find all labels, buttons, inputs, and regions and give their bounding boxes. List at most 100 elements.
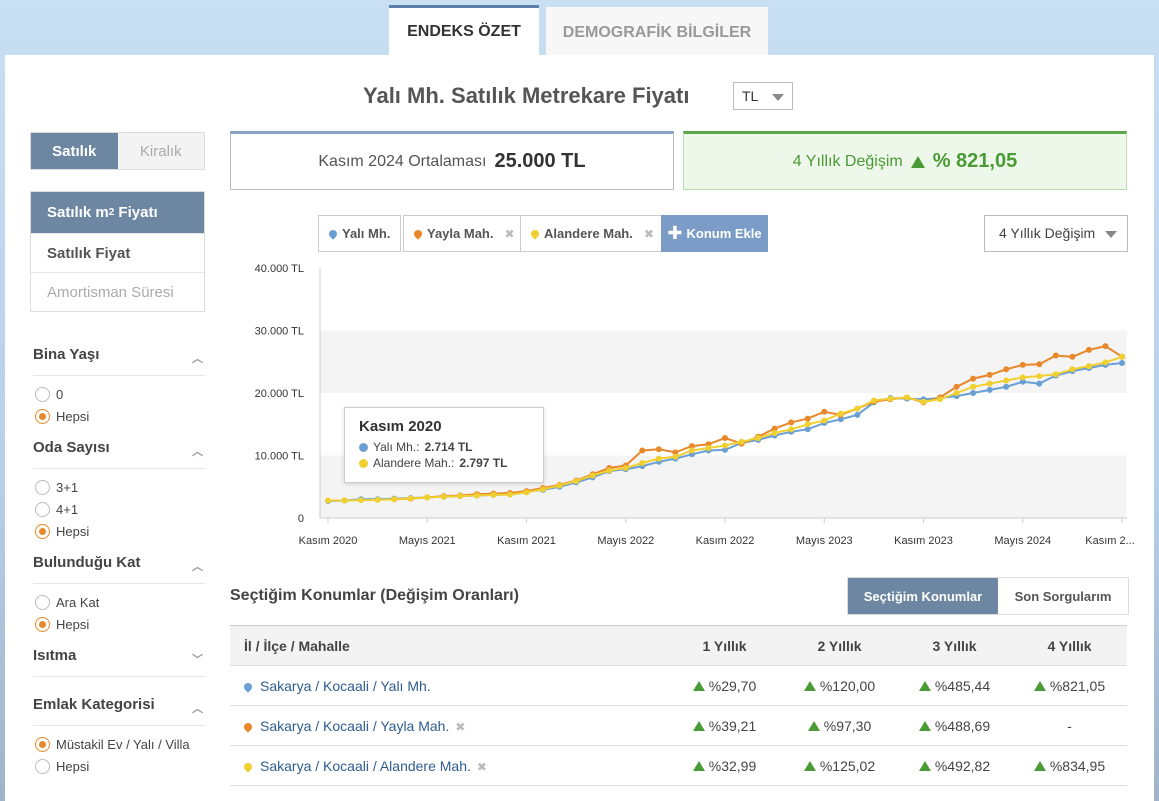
location-cell[interactable]: Sakarya / Kocaali / Yalı Mh. bbox=[230, 665, 667, 706]
chevron-up-icon: ︿ bbox=[192, 703, 203, 715]
radio-oda-4-1[interactable]: 4+1 bbox=[35, 502, 78, 517]
y-tick-label: 20.000 TL bbox=[255, 388, 304, 400]
change-cell: - bbox=[1012, 705, 1127, 746]
change-value: %492,82 bbox=[934, 757, 991, 774]
location-name: Sakarya / Kocaali / Yalı Mh. bbox=[260, 677, 431, 694]
metric-amortization[interactable]: Amortisman Süresi bbox=[31, 272, 204, 311]
segment-selected-locations[interactable]: Seçtiğim Konumlar bbox=[848, 578, 998, 614]
map-pin-icon bbox=[242, 720, 254, 733]
location-chip-yali[interactable]: Yalı Mh. bbox=[318, 215, 402, 252]
up-triangle-icon bbox=[692, 760, 705, 771]
change-value: %39,21 bbox=[708, 717, 757, 734]
metric-sale-price[interactable]: Satılık Fiyat bbox=[31, 233, 204, 272]
currency-select[interactable]: TL bbox=[733, 82, 793, 110]
data-point bbox=[1019, 378, 1026, 385]
data-point bbox=[1102, 359, 1109, 366]
caret-down-icon bbox=[772, 94, 784, 101]
radio-bina-yasi-hepsi[interactable]: Hepsi bbox=[35, 409, 89, 424]
location-chip-yayla[interactable]: Yayla Mah. ✖ bbox=[403, 215, 526, 252]
radio-oda-3-1[interactable]: 3+1 bbox=[35, 480, 78, 495]
radio-circle-icon bbox=[35, 595, 50, 610]
column-header: İl / İlçe / Mahalle bbox=[230, 625, 667, 666]
data-point bbox=[556, 482, 563, 489]
data-point bbox=[1119, 360, 1125, 366]
up-triangle-icon bbox=[1033, 760, 1046, 771]
data-point bbox=[705, 445, 712, 451]
up-triangle-icon bbox=[918, 680, 931, 691]
radio-kat-ara[interactable]: Ara Kat bbox=[35, 595, 99, 610]
x-tick-label: Mayıs 2023 bbox=[796, 535, 853, 547]
chart-band bbox=[320, 330, 1127, 393]
close-icon[interactable]: ✖ bbox=[455, 719, 466, 734]
change-cell: %485,44 bbox=[897, 665, 1012, 706]
segment-recent-queries[interactable]: Son Sorgularım bbox=[998, 578, 1128, 614]
add-location-button[interactable]: ✚ Konum Ekle bbox=[661, 215, 768, 252]
close-icon[interactable]: ✖ bbox=[643, 226, 654, 241]
radio-circle-icon bbox=[35, 502, 50, 517]
data-point bbox=[953, 383, 960, 390]
average-box: Kasım 2024 Ortalaması 25.000 TL bbox=[230, 131, 674, 190]
radio-label: 0 bbox=[56, 387, 64, 402]
filter-kat-header[interactable]: Bulunduğu Kat ︿ bbox=[33, 554, 205, 584]
table-header-row: İl / İlçe / Mahalle 1 Yıllık 2 Yıllık 3 … bbox=[230, 625, 1127, 666]
data-point bbox=[970, 375, 977, 382]
filter-bina-yasi-header[interactable]: Bina Yaşı ︿ bbox=[33, 346, 205, 376]
x-tick-label: Mayıs 2021 bbox=[399, 535, 456, 547]
data-point bbox=[358, 497, 365, 504]
map-pin-icon bbox=[242, 760, 254, 773]
data-point bbox=[391, 496, 398, 503]
change-value: %125,02 bbox=[819, 757, 876, 774]
toggle-satilik[interactable]: Satılık bbox=[31, 133, 118, 169]
change-cell: %120,00 bbox=[782, 665, 897, 706]
filter-isitma-title: Isıtma bbox=[33, 647, 77, 664]
tooltip-row: Yalı Mh.: 2.714 TL bbox=[359, 440, 529, 454]
radio-label: Müstakil Ev / Yalı / Villa bbox=[56, 737, 190, 752]
data-point bbox=[457, 493, 464, 500]
filter-oda-sayisi-header[interactable]: Oda Sayısı ︿ bbox=[33, 439, 205, 469]
data-point bbox=[788, 426, 795, 433]
data-point bbox=[1003, 377, 1010, 384]
radio-label: 4+1 bbox=[56, 502, 79, 517]
data-point bbox=[986, 380, 993, 387]
radio-label: Hepsi bbox=[56, 759, 90, 774]
data-point bbox=[722, 446, 728, 453]
data-point bbox=[722, 435, 728, 441]
data-point bbox=[986, 371, 993, 378]
period-select[interactable]: 4 Yıllık Değişim bbox=[984, 215, 1128, 252]
map-pin-icon bbox=[327, 227, 339, 240]
radio-oda-hepsi[interactable]: Hepsi bbox=[35, 524, 89, 539]
price-chart: 0 10.000 TL 20.000 TL 30.000 TL 40.000 TL Kas… bbox=[255, 263, 1135, 547]
data-point bbox=[672, 453, 679, 460]
toggle-kiralik[interactable]: Kiralık bbox=[117, 133, 204, 169]
change-label: 4 Yıllık Değişim bbox=[792, 152, 903, 170]
data-point bbox=[804, 426, 811, 433]
location-chip-alandere[interactable]: Alandere Mah. ✖ bbox=[520, 215, 665, 252]
radio-bina-yasi-0[interactable]: 0 bbox=[35, 387, 63, 402]
data-point bbox=[854, 405, 861, 412]
radio-kat-hepsi[interactable]: Hepsi bbox=[35, 617, 89, 632]
radio-label: Hepsi bbox=[56, 409, 90, 424]
data-point bbox=[1069, 353, 1076, 360]
radio-emlak-mustakil[interactable]: Müstakil Ev / Yalı / Villa bbox=[35, 737, 190, 752]
x-tick-label: Kasım 2020 bbox=[299, 535, 358, 547]
data-point bbox=[821, 417, 828, 424]
tab-endeks-ozet[interactable]: ENDEKS ÖZET bbox=[389, 5, 539, 55]
map-pin-icon bbox=[242, 680, 254, 693]
close-icon[interactable]: ✖ bbox=[476, 759, 487, 774]
filter-isitma-header[interactable]: Isıtma ﹀ bbox=[33, 647, 205, 677]
data-point bbox=[953, 390, 960, 396]
radio-emlak-hepsi[interactable]: Hepsi bbox=[35, 759, 89, 774]
tab-demografik-bilgiler[interactable]: DEMOGRAFİK BİLGİLER bbox=[546, 7, 768, 55]
radio-selected-icon bbox=[35, 409, 50, 424]
close-icon[interactable]: ✖ bbox=[504, 226, 515, 241]
location-cell[interactable]: Sakarya / Kocaali / Yayla Mah. ✖ bbox=[230, 705, 667, 746]
location-cell[interactable]: Sakarya / Kocaali / Alandere Mah. ✖ bbox=[230, 745, 667, 786]
up-triangle-icon bbox=[807, 720, 820, 731]
tooltip-series-name: Alandere Mah.: bbox=[373, 456, 455, 470]
x-tick-label: Kasım 2021 bbox=[497, 535, 556, 547]
data-point bbox=[1085, 346, 1092, 353]
filter-emlak-header[interactable]: Emlak Kategorisi ︿ bbox=[33, 696, 205, 726]
data-point bbox=[688, 443, 695, 450]
data-point bbox=[970, 390, 977, 396]
